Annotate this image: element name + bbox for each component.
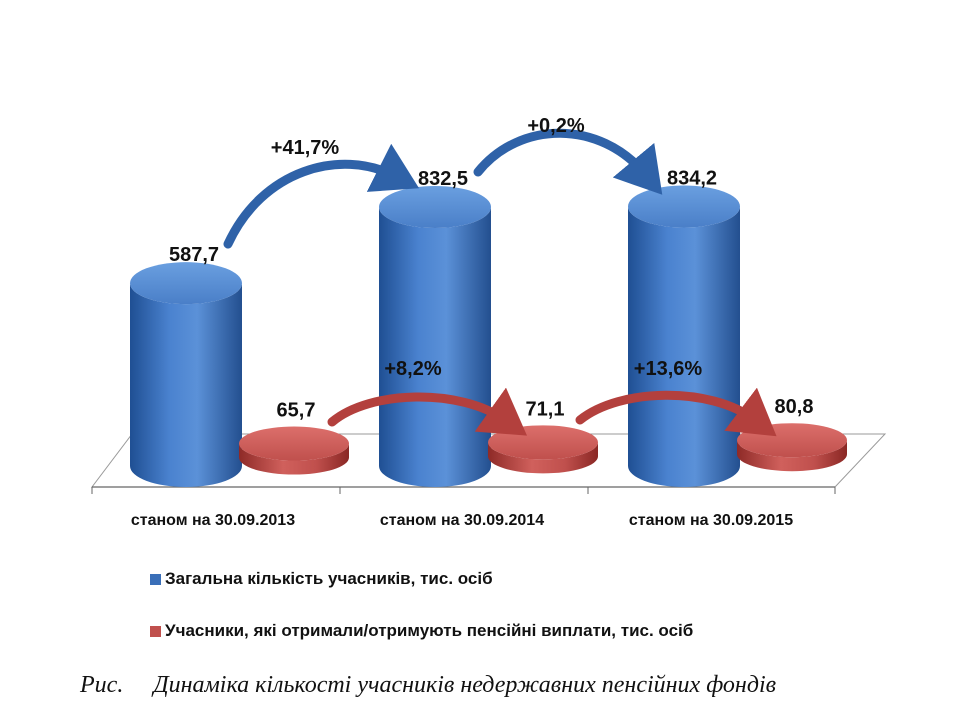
data-label-paid-1: 71,1	[526, 398, 565, 420]
data-label-paid-0: 65,7	[277, 400, 316, 422]
data-label-total-0: 587,7	[169, 244, 219, 266]
chart: 587,7 832,5 834,2 65,7 71,1 80,8 станом на 30.…	[90, 115, 887, 529]
growth-label-paid-1: +13,6%	[634, 358, 703, 380]
category-label-1: станом на 30.09.2014	[380, 512, 544, 529]
legend-label-total: Загальна кількість учасників, тис. осіб	[165, 569, 493, 588]
category-label-2: станом на 30.09.2015	[629, 512, 793, 529]
bar-total-2-body	[628, 206, 740, 487]
legend-swatch-total	[150, 573, 161, 585]
bar-paid-0-body	[239, 443, 349, 475]
bar-total-1	[379, 186, 491, 487]
legend-label-paid: Учасники, які отримали/отримують пенсійн…	[165, 621, 694, 640]
bar-paid-2	[737, 423, 847, 472]
caption-text: Динаміка кількості учасників недержавних…	[153, 672, 777, 698]
bar-total-2-top	[628, 185, 740, 228]
data-label-paid-2: 80,8	[775, 396, 814, 418]
bar-paid-1	[488, 425, 598, 474]
growth-arrow-paid-1	[575, 387, 777, 437]
data-label-total-1: 832,5	[418, 168, 468, 190]
bar-total-1-body	[379, 207, 491, 487]
bar-paid-0	[239, 426, 349, 475]
bar-paid-0-top	[239, 426, 349, 461]
bar-paid-1-body	[488, 442, 598, 474]
legend-item-total: Загальна кількість учасників, тис. осіб	[150, 569, 493, 589]
bar-paid-2-top	[737, 423, 847, 458]
growth-label-paid-0: +8,2%	[384, 358, 441, 380]
bar-paid-1-top	[488, 425, 598, 460]
legend-swatch-paid	[150, 625, 161, 637]
category-label-0: станом на 30.09.2013	[131, 512, 295, 529]
bar-total-2	[628, 185, 740, 487]
growth-label-total-0: +41,7%	[271, 137, 340, 159]
bar-total-0-top	[130, 262, 242, 305]
bar-total-0	[130, 262, 242, 487]
growth-arrow-total-1	[473, 128, 663, 195]
growth-label-total-1: +0,2%	[527, 115, 584, 137]
growth-arrow-total-0	[223, 143, 420, 249]
bar-total-0-body	[130, 283, 242, 487]
growth-arrow-paid-0	[327, 387, 528, 436]
data-label-total-2: 834,2	[667, 167, 717, 189]
legend-item-paid: Учасники, які отримали/отримують пенсійн…	[150, 621, 693, 641]
caption-prefix: Рис.	[80, 672, 124, 698]
bar-total-1-top	[379, 186, 491, 228]
bar-paid-2-body	[737, 440, 847, 472]
figure-caption: Рис. Динаміка кількості учасників недерж…	[80, 672, 776, 699]
